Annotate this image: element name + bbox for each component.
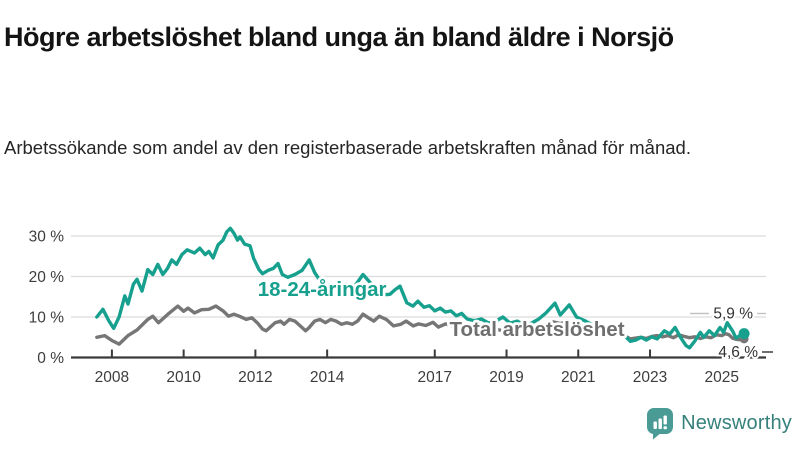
x-axis-tick-label: 2025 bbox=[705, 369, 739, 386]
y-axis-tick-label: 10 % bbox=[29, 310, 65, 327]
bar-chart-speech-bubble-icon bbox=[647, 408, 674, 440]
y-axis-tick-label: 30 % bbox=[29, 229, 65, 246]
series-label-0: Total arbetslöshet bbox=[449, 318, 624, 341]
y-axis-tick-label: 20 % bbox=[29, 269, 65, 286]
x-axis-tick-label: 2014 bbox=[310, 369, 345, 386]
x-axis-tick-label: 2023 bbox=[633, 369, 667, 386]
x-axis-tick-label: 2012 bbox=[238, 369, 272, 386]
page-title: Högre arbetslöshet bland unga än bland ä… bbox=[4, 22, 674, 53]
newsworthy-logo: Newsworthy bbox=[646, 407, 792, 440]
series-endpoint-dot-1 bbox=[738, 328, 750, 340]
y-axis-tick-label: 0 % bbox=[37, 350, 64, 367]
x-axis-tick-label: 2021 bbox=[561, 369, 595, 386]
chart-subtitle: Arbetssökande som andel av den registerb… bbox=[4, 136, 691, 158]
x-axis-tick-label: 2010 bbox=[166, 369, 201, 386]
newsworthy-logo-text: Newsworthy bbox=[681, 412, 792, 434]
x-axis-tick-label: 2008 bbox=[95, 369, 129, 386]
x-axis-tick-label: 2019 bbox=[489, 369, 523, 386]
latest-value-label-youth: 5,9 % bbox=[713, 306, 753, 323]
latest-value-label-total: 4,6 % bbox=[718, 344, 758, 361]
series-label-1: 18-24-åringar bbox=[258, 278, 387, 301]
x-axis-tick-label: 2017 bbox=[418, 369, 452, 386]
series-line-1 bbox=[95, 226, 745, 350]
